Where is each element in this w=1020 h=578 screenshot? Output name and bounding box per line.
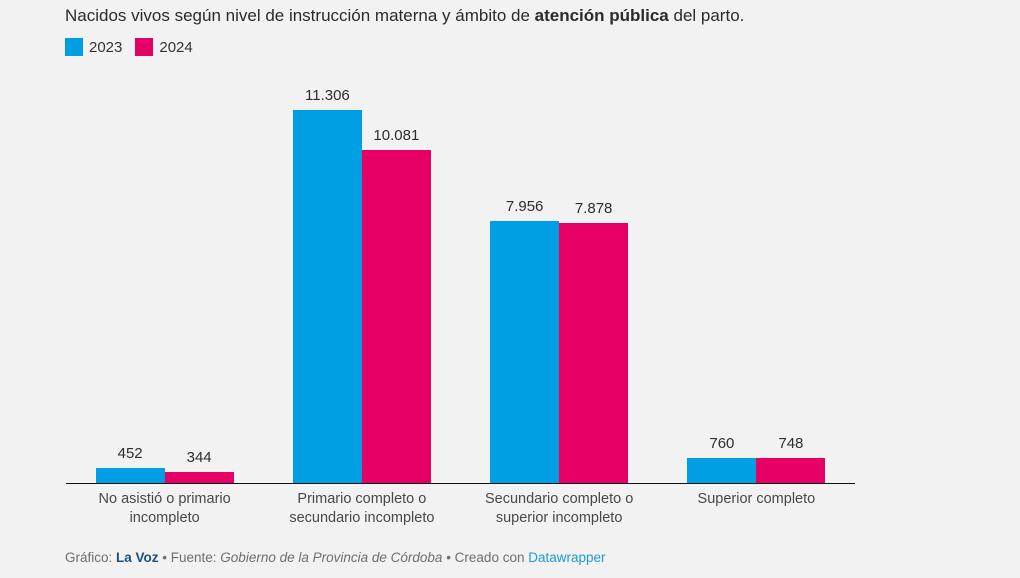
value-label-2023-0: 452 [117, 445, 143, 463]
bar-2023-3: 760 [687, 435, 757, 483]
x-axis-labels: No asistió o primario incompleto Primari… [66, 490, 855, 528]
value-label-2023-2: 7.956 [505, 197, 544, 215]
chart-title: Nacidos vivos según nivel de instrucción… [65, 5, 744, 27]
plot-area: 452 344 11.306 10.081 7.956 7.878 760 748 [66, 87, 855, 484]
x-label-2: Secundario completo o superior incomplet… [484, 491, 634, 526]
title-bold-segment: atención pública [534, 6, 669, 25]
title-part3: del parto. [668, 6, 745, 25]
footer-separator-2: • [442, 550, 455, 565]
x-label-3: Superior completo [697, 491, 816, 507]
bar-2023-1: 11.306 [292, 87, 362, 483]
datawrapper-link[interactable]: Datawrapper [528, 550, 606, 565]
legend-label-2023: 2023 [89, 38, 123, 56]
bar-2024-0: 344 [164, 449, 234, 483]
bar-group-1: 11.306 10.081 [263, 87, 460, 483]
footer: Gráfico: La Voz • Fuente: Gobierno de la… [65, 550, 606, 565]
legend-item-2024: 2024 [135, 38, 193, 56]
bar-2024-1: 10.081 [361, 127, 431, 483]
bar-2024-3: 748 [756, 435, 826, 483]
bar-2024-2: 7.878 [559, 200, 629, 483]
footer-separator-1: • [158, 550, 171, 565]
x-label-1: Primario completo o secundario incomplet… [289, 491, 435, 526]
bar-group-0: 452 344 [66, 110, 263, 483]
bar-group-3: 760 748 [658, 110, 855, 483]
x-label-0: No asistió o primario incompleto [98, 491, 231, 526]
value-label-2024-3: 748 [778, 435, 804, 453]
bar-2023-0: 452 [95, 445, 165, 483]
legend-swatch-2023 [65, 38, 83, 56]
bar-2023-2: 7.956 [490, 198, 560, 483]
title-part1: Nacidos vivos según nivel de instrucción… [65, 6, 535, 25]
footer-created-label: Creado con [454, 550, 529, 565]
value-label-2023-1: 11.306 [304, 87, 350, 104]
legend-label-2024: 2024 [159, 38, 193, 56]
value-label-2023-3: 760 [709, 434, 735, 452]
lavoz-link[interactable]: La Voz [116, 550, 159, 565]
value-label-2024-2: 7.878 [574, 200, 613, 218]
legend-swatch-2024 [135, 38, 154, 56]
value-label-2024-1: 10.081 [373, 127, 420, 145]
value-label-2024-0: 344 [186, 448, 212, 466]
footer-grafico-label: Gráfico: [65, 550, 117, 565]
legend: 2023 2024 [65, 38, 193, 56]
bar-group-2: 7.956 7.878 [461, 110, 658, 483]
footer-fuente-text: Gobierno de la Provincia de Córdoba [220, 550, 443, 565]
legend-item-2023: 2023 [65, 38, 122, 56]
footer-fuente-label: Fuente: [170, 550, 221, 565]
